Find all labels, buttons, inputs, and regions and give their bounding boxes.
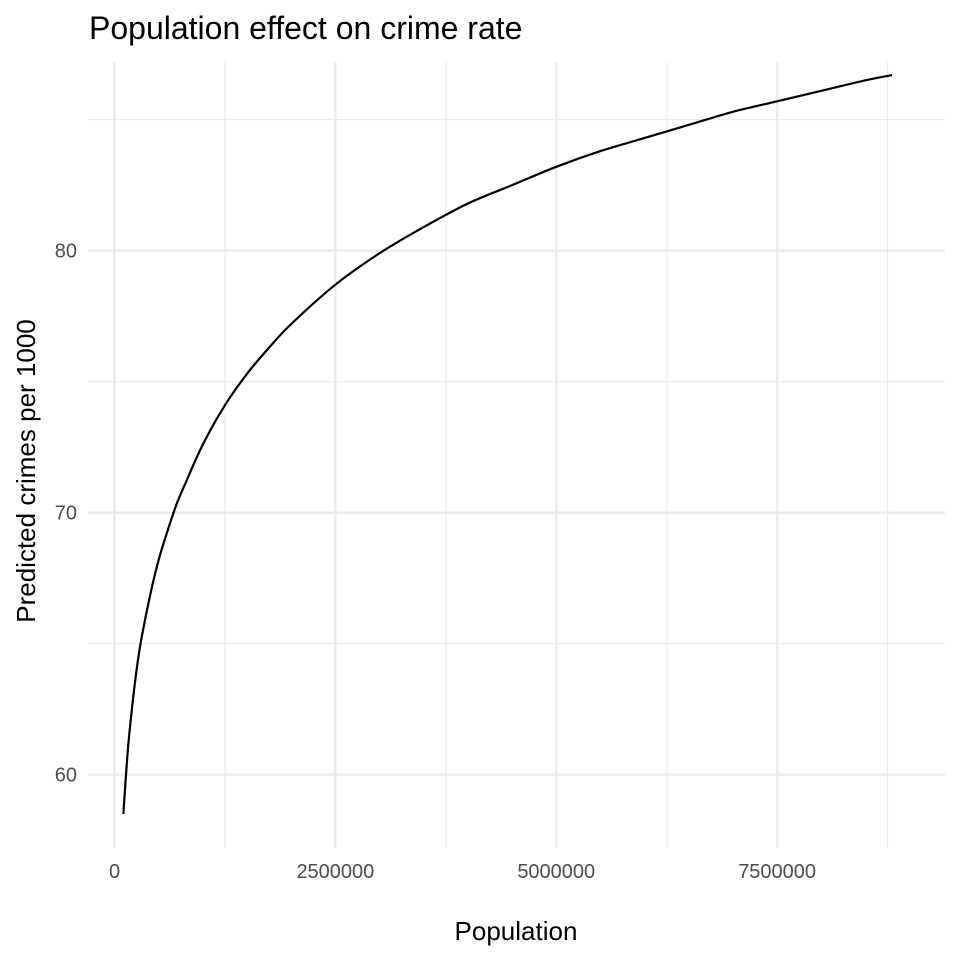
y-tick-label-1: 70 xyxy=(55,503,77,525)
y-axis-ticks: 60 70 80 xyxy=(55,241,77,787)
x-tick-label-1: 2500000 xyxy=(296,861,374,883)
y-tick-label-0: 60 xyxy=(55,765,77,787)
x-tick-label-3: 7500000 xyxy=(738,861,816,883)
x-axis-title: Population xyxy=(455,916,578,946)
y-axis-title: Predicted crimes per 1000 xyxy=(11,319,41,622)
x-axis-ticks: 0 2500000 5000000 7500000 xyxy=(109,861,816,883)
y-tick-label-2: 80 xyxy=(55,241,77,263)
minor-gridlines xyxy=(88,62,945,848)
series-line-0 xyxy=(122,74,893,815)
series-layer xyxy=(122,74,893,815)
major-gridlines xyxy=(88,62,945,848)
x-tick-label-0: 0 xyxy=(109,861,120,883)
x-tick-label-2: 5000000 xyxy=(517,861,595,883)
chart-title: Population effect on crime rate xyxy=(89,10,522,46)
